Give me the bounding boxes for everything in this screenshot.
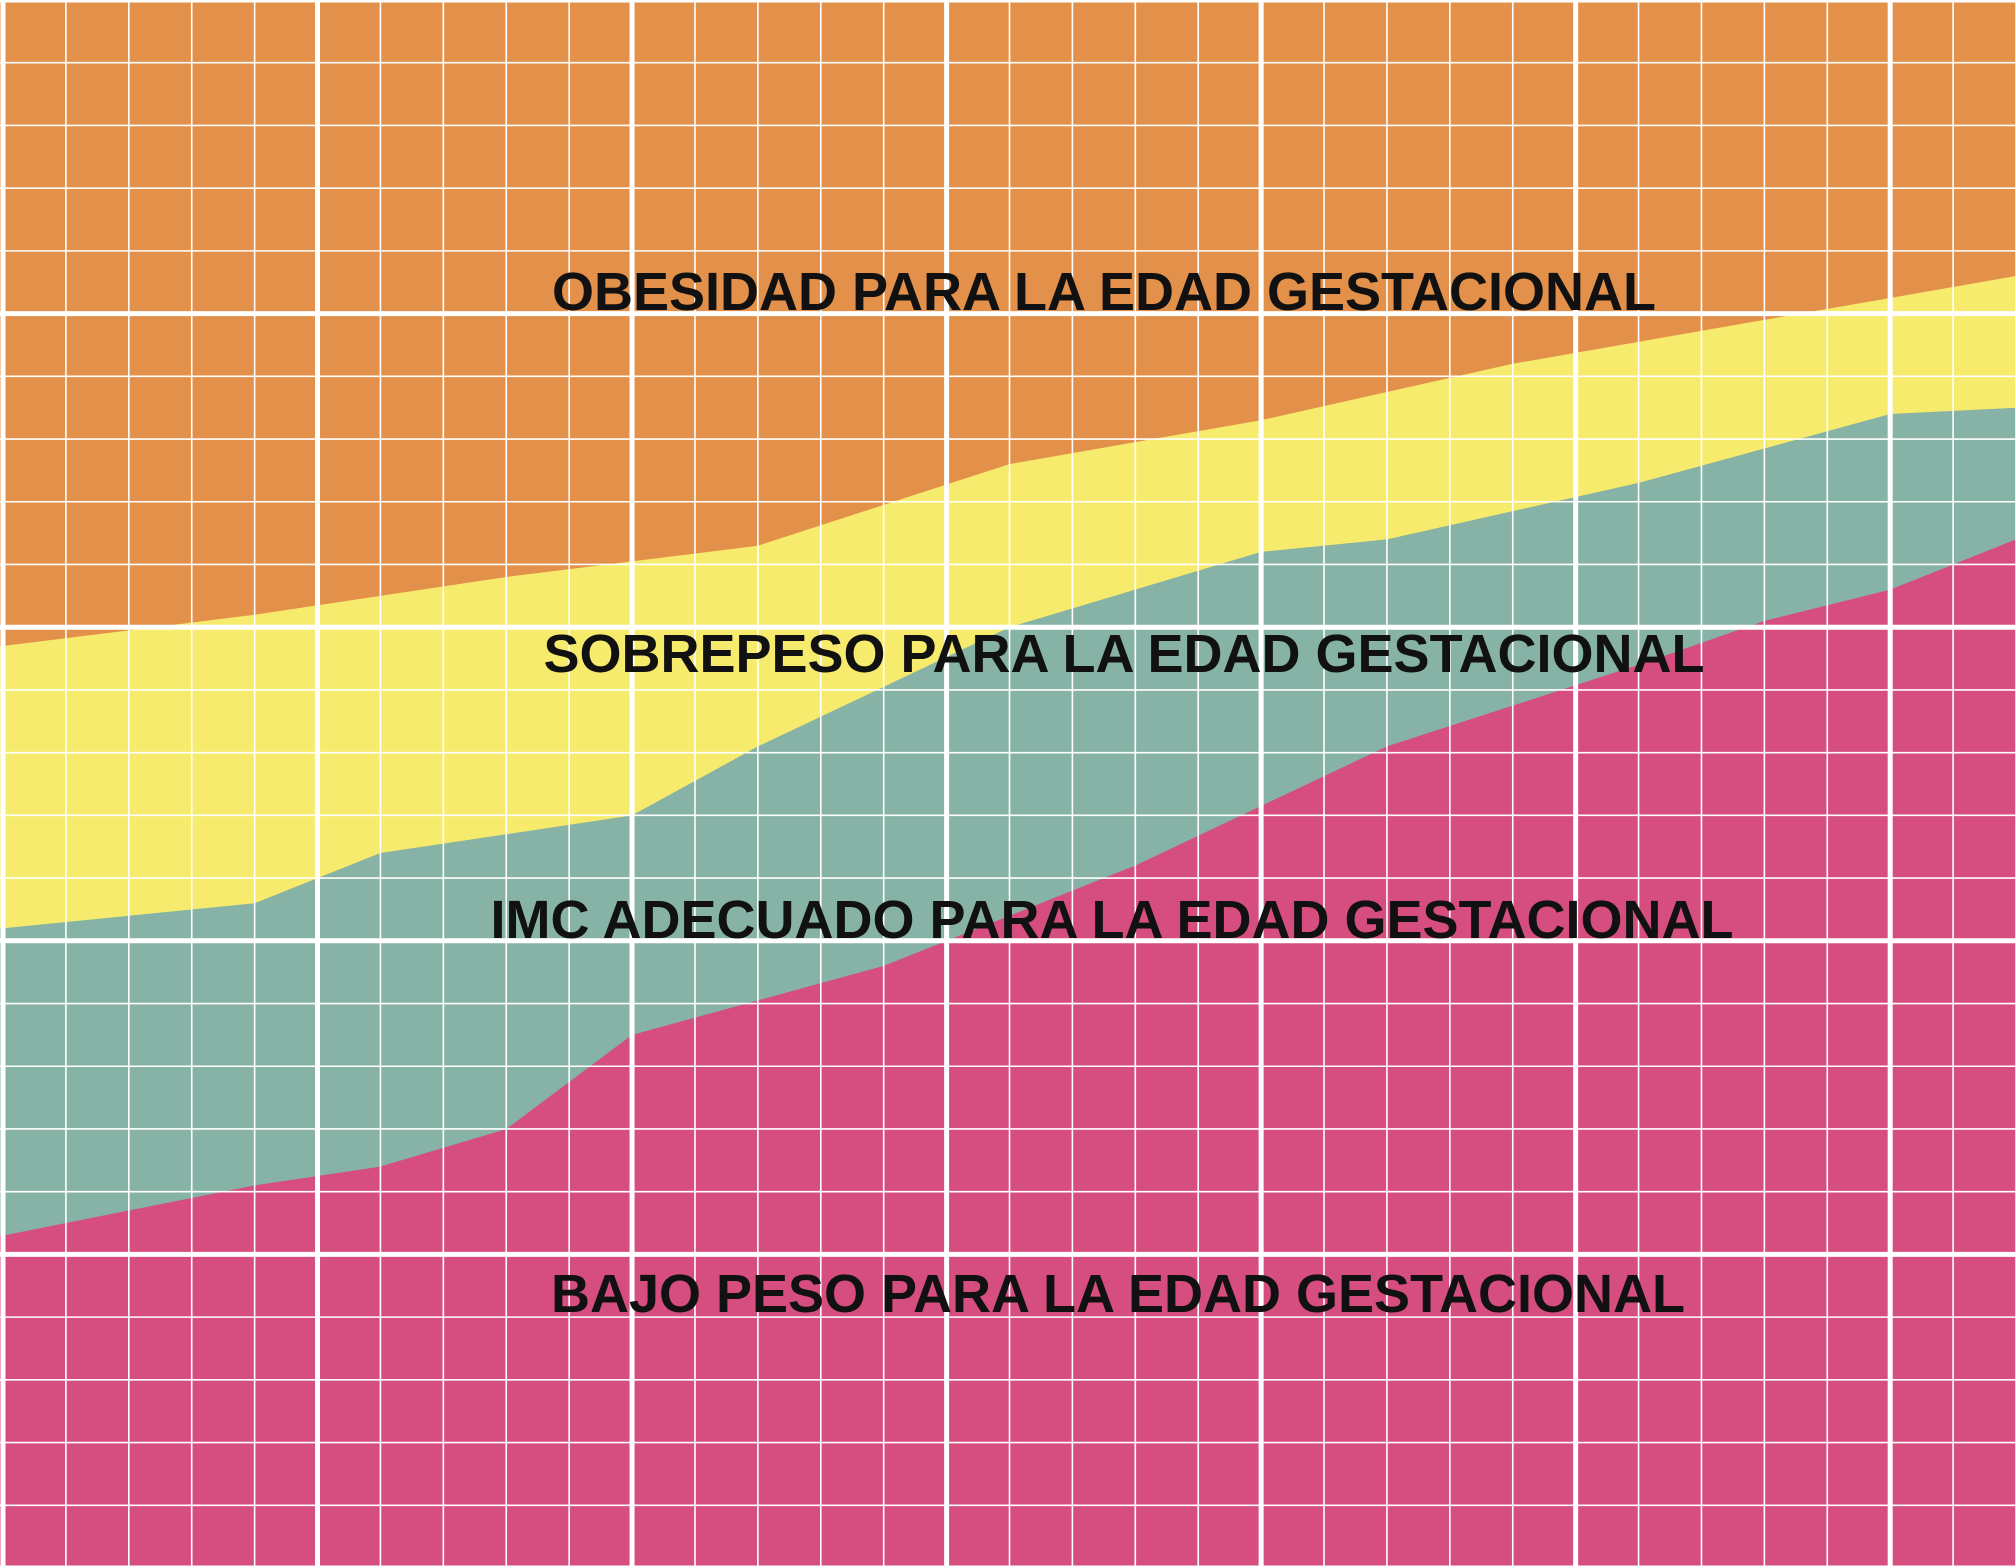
zone-label-adecuado: IMC ADECUADO PARA LA EDAD GESTACIONAL — [491, 890, 1734, 950]
zone-label-sobrepeso: SOBREPESO PARA LA EDAD GESTACIONAL — [543, 624, 1704, 684]
zone-labels: OBESIDAD PARA LA EDAD GESTACIONAL SOBREP… — [491, 262, 1734, 1324]
zone-label-bajo-peso: BAJO PESO PARA LA EDAD GESTACIONAL — [551, 1264, 1685, 1324]
zone-label-obesidad: OBESIDAD PARA LA EDAD GESTACIONAL — [552, 262, 1656, 322]
